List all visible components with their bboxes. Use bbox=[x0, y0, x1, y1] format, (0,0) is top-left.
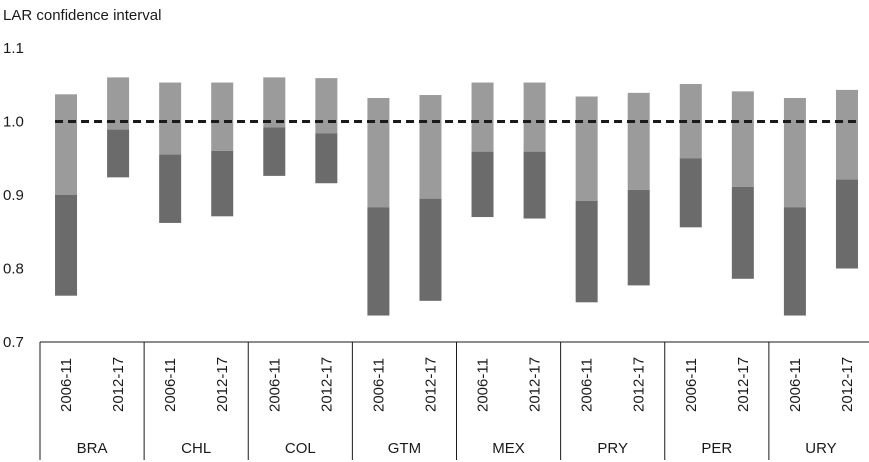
bar-upper-segment bbox=[471, 82, 494, 152]
y-tick-label: 1.1 bbox=[3, 40, 24, 57]
bar-lower-segment bbox=[627, 189, 650, 286]
bar-upper-segment bbox=[575, 96, 598, 201]
country-label: PER bbox=[701, 440, 732, 457]
period-label: 2006-11 bbox=[683, 358, 700, 412]
bar-upper-segment bbox=[55, 94, 78, 195]
bar-lower-segment bbox=[523, 151, 546, 219]
y-axis-title: LAR confidence interval bbox=[3, 7, 161, 24]
period-label: 2012-17 bbox=[422, 357, 439, 412]
bar-lower-segment bbox=[575, 200, 598, 303]
bar-upper-segment bbox=[679, 84, 702, 159]
x-axis: 2006-11 2012-17 BRA 2006-11 2012-17 CHL 2006-1… bbox=[39, 341, 869, 460]
bar-lower-segment bbox=[263, 127, 286, 176]
bars bbox=[55, 77, 858, 316]
country-label: COL bbox=[285, 440, 316, 457]
period-label: 2006-11 bbox=[162, 358, 179, 412]
bar-lower-segment bbox=[679, 158, 702, 228]
period-label: 2006-11 bbox=[787, 358, 804, 412]
bar-upper-segment bbox=[419, 95, 442, 199]
period-label: 2012-17 bbox=[214, 357, 231, 412]
period-label: 2012-17 bbox=[631, 357, 648, 412]
bar-upper-segment bbox=[315, 78, 338, 134]
bar-upper-segment bbox=[783, 97, 806, 208]
bar-lower-segment bbox=[315, 133, 338, 184]
bar-lower-segment bbox=[107, 129, 130, 178]
bar-upper-segment bbox=[263, 77, 286, 128]
period-label: 2006-11 bbox=[266, 358, 283, 412]
y-axis-ticks: 0.7 0.8 0.9 1.0 1.1 bbox=[3, 40, 24, 351]
bar-upper-segment bbox=[523, 82, 546, 152]
period-label: 2012-17 bbox=[318, 357, 335, 412]
bar-lower-segment bbox=[211, 150, 234, 217]
bar-upper-segment bbox=[835, 89, 858, 180]
country-label: PRY bbox=[597, 440, 628, 457]
period-label: 2012-17 bbox=[839, 357, 856, 412]
country-label: MEX bbox=[492, 440, 525, 457]
period-label: 2006-11 bbox=[579, 358, 596, 412]
bar-lower-segment bbox=[835, 179, 858, 269]
bar-upper-segment bbox=[731, 91, 754, 187]
y-tick-label: 0.8 bbox=[3, 261, 24, 278]
bar-upper-segment bbox=[159, 82, 182, 155]
period-label: 2012-17 bbox=[527, 357, 544, 412]
bar-lower-segment bbox=[783, 207, 806, 316]
period-label: 2006-11 bbox=[475, 358, 492, 412]
bar-upper-segment bbox=[107, 77, 130, 130]
country-label: GTM bbox=[388, 440, 421, 457]
bar-lower-segment bbox=[419, 198, 442, 301]
bar-lower-segment bbox=[55, 195, 78, 296]
y-tick-label: 1.0 bbox=[3, 114, 24, 131]
bar-lower-segment bbox=[471, 151, 494, 218]
y-tick-label: 0.7 bbox=[3, 334, 24, 351]
period-label: 2006-11 bbox=[58, 358, 75, 412]
bar-upper-segment bbox=[367, 97, 390, 208]
country-label: URY bbox=[805, 440, 836, 457]
period-label: 2012-17 bbox=[110, 357, 127, 412]
country-label: BRA bbox=[77, 440, 108, 457]
bar-lower-segment bbox=[731, 186, 754, 279]
y-tick-label: 0.9 bbox=[3, 187, 24, 204]
bar-lower-segment bbox=[159, 154, 182, 223]
bar-upper-segment bbox=[627, 92, 650, 190]
bar-upper-segment bbox=[211, 82, 234, 151]
period-label: 2006-11 bbox=[370, 358, 387, 412]
period-label: 2012-17 bbox=[735, 357, 752, 412]
country-label: CHL bbox=[181, 440, 211, 457]
bar-lower-segment bbox=[367, 207, 390, 316]
